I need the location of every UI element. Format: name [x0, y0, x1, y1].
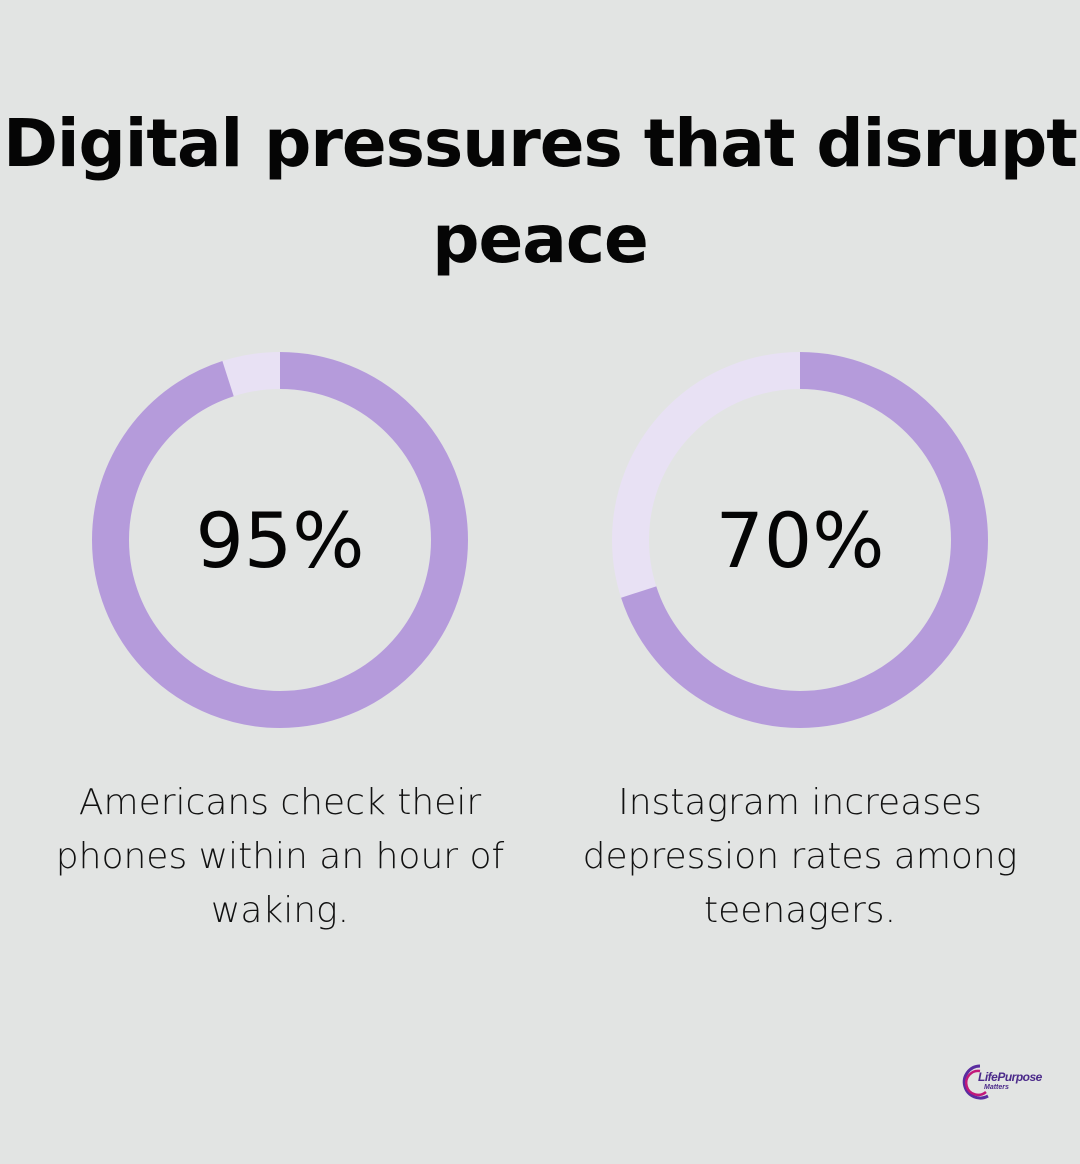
stat-card-phones: 95% Americans check their phones within … [20, 352, 540, 938]
donut-chart: 95% [92, 352, 468, 728]
progress-ring [612, 352, 988, 728]
stat-card-instagram: 70% Instagram increases depression rates… [540, 352, 1060, 938]
stat-description: Instagram increases depression rates amo… [582, 782, 1018, 931]
percentage-value: 70% [715, 495, 885, 585]
logo-name: LifePurpose [978, 1070, 1042, 1084]
page-title: Digital pressures that disrupt peace [3, 105, 1078, 278]
logo-sub: Matters [984, 1084, 1009, 1091]
progress-ring [92, 352, 468, 728]
donut-chart: 70% [612, 352, 988, 728]
percentage-value: 95% [195, 495, 365, 585]
stat-description: Americans check their phones within an h… [55, 782, 505, 931]
logo-swoosh-icon [962, 1064, 989, 1100]
brand-logo: LifePurpose Matters [958, 1062, 1048, 1102]
